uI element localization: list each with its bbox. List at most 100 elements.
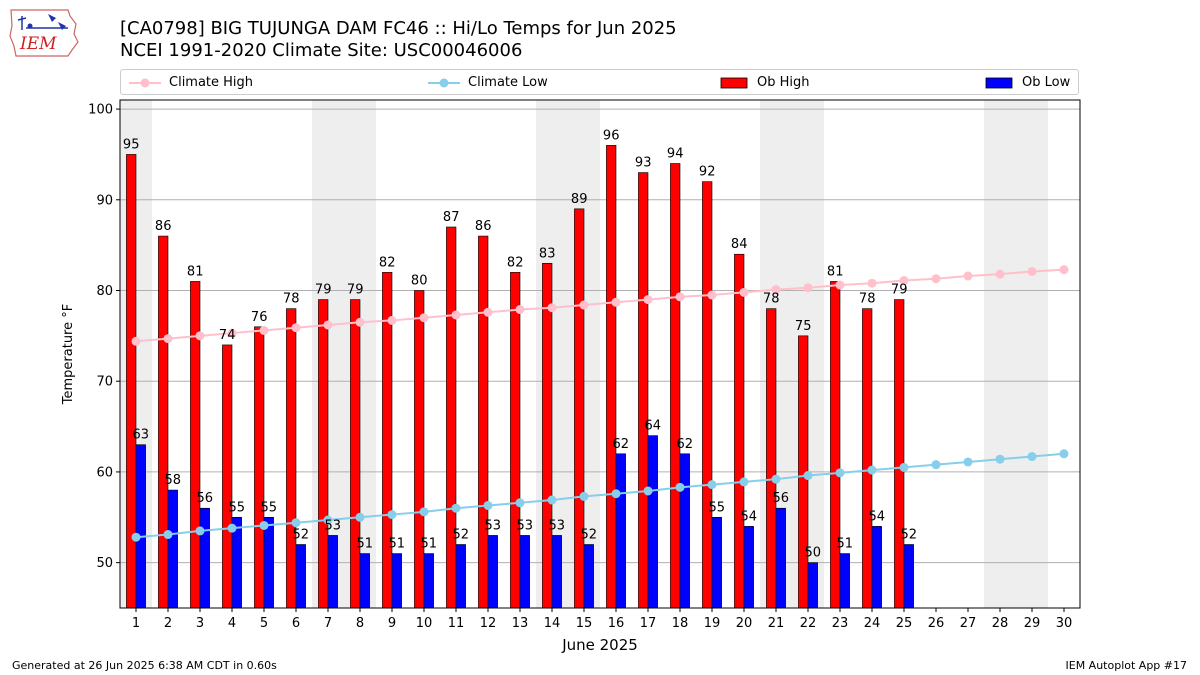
footer-app: IEM Autoplot App #17 <box>1065 659 1188 672</box>
climate-high-point-day-5 <box>259 325 269 335</box>
climate-low-point-day-26 <box>931 460 941 470</box>
ob-high-label-day-9: 82 <box>379 255 396 270</box>
x-tick-label: 9 <box>388 616 396 631</box>
climate-high-point-day-6 <box>291 323 301 333</box>
x-tick-label: 29 <box>1024 616 1041 631</box>
y-tick-label: 70 <box>96 375 113 390</box>
ob-high-bar-day-16 <box>606 145 617 609</box>
ob-low-bar-day-16 <box>615 453 626 609</box>
ob-low-bar-day-13 <box>519 535 530 609</box>
x-tick-label: 3 <box>196 616 204 631</box>
iowa-map-icon <box>9 9 79 57</box>
climate-high-line-icon <box>129 78 161 88</box>
climate-low-point-day-8 <box>355 512 365 522</box>
ob-high-label-day-3: 81 <box>187 264 204 279</box>
climate-low-point-day-22 <box>803 471 813 481</box>
ob-high-label-day-13: 82 <box>507 255 524 270</box>
climate-high-point-day-11 <box>451 310 461 320</box>
ob-high-label-day-4: 74 <box>219 328 236 343</box>
ob-low-label-day-23: 51 <box>837 537 854 552</box>
x-tick-label: 18 <box>672 616 689 631</box>
ob-high-label-day-19: 92 <box>699 165 716 180</box>
ob-low-bar-day-5 <box>263 516 274 609</box>
x-tick-label: 14 <box>544 616 561 631</box>
ob-low-label-day-20: 54 <box>741 509 758 524</box>
climate-low-point-day-16 <box>611 489 621 499</box>
ob-high-bar-day-6 <box>286 308 297 609</box>
climate-low-point-day-20 <box>739 477 749 487</box>
x-tick-label: 25 <box>896 616 913 631</box>
x-tick-label: 10 <box>416 616 433 631</box>
ob-low-label-day-1: 63 <box>133 428 150 443</box>
ob-high-bar-day-8 <box>350 299 361 609</box>
climate-low-point-day-25 <box>899 462 909 472</box>
ob-low-label-day-18: 62 <box>677 437 694 452</box>
climate-high-point-day-2 <box>163 334 173 344</box>
ob-low-bar-day-15 <box>583 544 594 609</box>
x-tick-label: 28 <box>992 616 1009 631</box>
ob-high-bar-day-18 <box>670 163 681 609</box>
x-tick-label: 21 <box>768 616 785 631</box>
ob-high-bar-day-17 <box>638 172 649 609</box>
ob-high-swatch-icon <box>720 77 748 89</box>
ob-high-bar-day-14 <box>542 262 553 609</box>
climate-high-point-day-3 <box>195 331 205 341</box>
x-tick-label: 15 <box>576 616 593 631</box>
climate-low-point-day-2 <box>163 530 173 540</box>
ob-high-bar-day-10 <box>414 290 425 609</box>
x-tick-label: 6 <box>292 616 300 631</box>
footer-generated: Generated at 26 Jun 2025 6:38 AM CDT in … <box>12 659 277 672</box>
climate-low-point-day-11 <box>451 503 461 513</box>
x-axis-label: June 2025 <box>561 636 638 654</box>
x-tick-label: 2 <box>164 616 172 631</box>
ob-high-bar-day-3 <box>190 281 201 609</box>
climate-low-point-day-23 <box>835 468 845 478</box>
climate-low-point-day-13 <box>515 498 525 508</box>
ob-low-bar-day-9 <box>391 553 402 609</box>
climate-high-point-day-4 <box>227 328 237 338</box>
climate-low-point-day-6 <box>291 518 301 528</box>
ob-low-label-day-6: 52 <box>293 528 310 543</box>
ob-low-label-day-9: 51 <box>389 537 406 552</box>
y-tick-label: 80 <box>96 284 113 299</box>
ob-high-bar-day-21 <box>766 308 777 609</box>
ob-high-label-day-18: 94 <box>667 147 684 162</box>
ob-low-label-day-10: 51 <box>421 537 438 552</box>
ob-high-label-day-11: 87 <box>443 210 460 225</box>
ob-high-label-day-24: 78 <box>859 292 876 307</box>
ob-high-bar-day-19 <box>702 181 713 609</box>
ob-high-bar-day-11 <box>446 226 457 609</box>
weekend-shade-day-29 <box>1016 100 1048 608</box>
x-tick-label: 22 <box>800 616 817 631</box>
ob-low-bar-day-1 <box>135 444 146 609</box>
ob-high-label-day-14: 83 <box>539 246 556 261</box>
ob-high-label-day-6: 78 <box>283 292 300 307</box>
climate-high-point-day-29 <box>1027 266 1037 276</box>
climate-low-point-day-21 <box>771 474 781 484</box>
ob-high-label-day-17: 93 <box>635 156 652 171</box>
ob-low-bar-day-24 <box>871 526 882 609</box>
ob-low-bar-day-10 <box>423 553 434 609</box>
x-tick-label: 16 <box>608 616 625 631</box>
ob-high-label-day-12: 86 <box>475 219 492 234</box>
y-tick-label: 90 <box>96 193 113 208</box>
x-tick-label: 12 <box>480 616 497 631</box>
climate-high-point-day-13 <box>515 305 525 315</box>
ob-low-label-day-17: 64 <box>645 419 662 434</box>
climate-high-point-day-8 <box>355 317 365 327</box>
ob-low-label-day-11: 52 <box>453 528 470 543</box>
x-tick-label: 30 <box>1056 616 1073 631</box>
y-tick-label: 60 <box>96 465 113 480</box>
ob-high-label-day-15: 89 <box>571 192 588 207</box>
x-tick-label: 11 <box>448 616 465 631</box>
x-tick-label: 23 <box>832 616 849 631</box>
ob-high-bar-day-23 <box>830 281 841 609</box>
ob-low-bar-day-2 <box>167 489 178 609</box>
climate-low-point-day-9 <box>387 510 397 520</box>
climate-low-point-day-15 <box>579 491 589 501</box>
legend-ob-high-label: Ob High <box>757 75 810 90</box>
climate-high-point-day-19 <box>707 290 717 300</box>
ob-low-label-day-5: 55 <box>261 500 278 515</box>
x-tick-label: 4 <box>228 616 236 631</box>
